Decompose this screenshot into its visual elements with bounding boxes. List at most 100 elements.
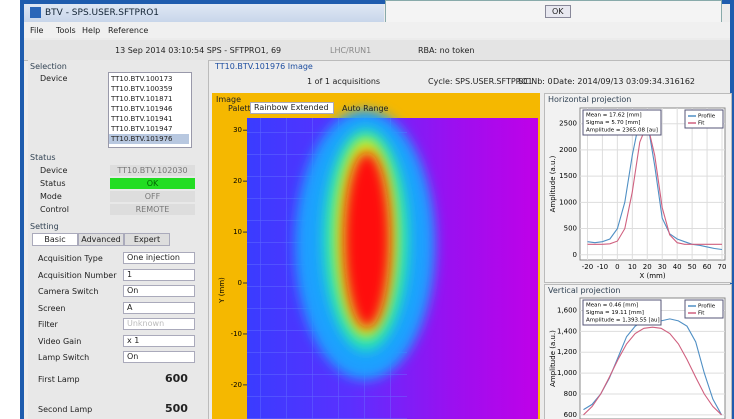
tab[interactable]: Basic bbox=[32, 233, 78, 246]
tab[interactable]: Expert bbox=[124, 233, 170, 246]
date: Date: 2014/09/13 03:09:34.316162 bbox=[553, 77, 695, 86]
device-item[interactable]: TT10.BTV.101941 bbox=[109, 114, 189, 124]
field-label: Second Lamp bbox=[38, 405, 92, 414]
y-axis-label: Amplitude (a.u.) bbox=[549, 155, 557, 212]
section-title: Status bbox=[30, 153, 56, 162]
y-tick-label: 1,000 bbox=[557, 369, 577, 377]
panel-title: TT10.BTV.101976 Image bbox=[215, 62, 313, 71]
y-axis-label: Y (mm) bbox=[218, 277, 226, 304]
field-label: Acquisition Number bbox=[38, 271, 117, 280]
acquisitions: 1 of 1 acquisitions bbox=[307, 77, 380, 86]
stats-line: Mean = 17.62 [mm] bbox=[586, 113, 642, 119]
field-value[interactable]: Unknown bbox=[123, 318, 195, 330]
y-tick-label: 1500 bbox=[559, 172, 577, 180]
context: LHC/RUN1 bbox=[330, 46, 371, 55]
field-value[interactable]: On bbox=[123, 351, 195, 363]
status-value: OK bbox=[110, 178, 195, 189]
stats-line: Amplitude = 1,393.55 [au] bbox=[586, 318, 660, 324]
legend-label: Profile bbox=[698, 304, 716, 310]
lamp-value: 500 bbox=[165, 402, 188, 415]
field-label: Mode bbox=[40, 192, 62, 201]
y-tick-label: 10 bbox=[233, 228, 242, 236]
menu-item[interactable]: Help bbox=[82, 26, 100, 35]
tab[interactable]: Advanced bbox=[78, 233, 124, 246]
stats-line: Sigma = 19.11 [mm] bbox=[586, 310, 644, 316]
cycle: Cycle: SPS.USER.SFTPRO1 bbox=[428, 77, 533, 86]
field-label: Control bbox=[40, 205, 69, 214]
frame-title: Image bbox=[216, 95, 241, 104]
field-value[interactable]: One injection bbox=[123, 252, 195, 264]
field-label: Device bbox=[40, 74, 67, 83]
stats-line: Sigma = 5.70 [mm] bbox=[586, 120, 640, 126]
field-label: First Lamp bbox=[38, 375, 80, 384]
device-item[interactable]: TT10.BTV.101871 bbox=[109, 94, 189, 104]
legend-label: Fit bbox=[698, 121, 705, 127]
field-value[interactable]: On bbox=[123, 285, 195, 297]
y-tick-label: 0 bbox=[573, 251, 577, 259]
timestamp: 13 Sep 2014 03:10:54 SPS - SFTPRO1, 69 bbox=[115, 46, 281, 55]
legend-label: Fit bbox=[698, 311, 705, 317]
y-axis-label: Amplitude (a.u.) bbox=[549, 330, 557, 387]
x-tick-label: 30 bbox=[658, 263, 667, 271]
panel-title: Vertical projection bbox=[548, 286, 620, 295]
stats-line: Mean = 0.46 [mm] bbox=[586, 303, 638, 309]
x-tick-label: 20 bbox=[643, 263, 652, 271]
section-title: Selection bbox=[30, 62, 67, 71]
y-tick-label: 20 bbox=[233, 177, 242, 185]
y-tick-label: -10 bbox=[231, 330, 242, 338]
x-tick-label: -20 bbox=[582, 263, 593, 271]
field-value[interactable]: 1 bbox=[123, 269, 195, 281]
y-tick-label: 30 bbox=[233, 126, 242, 134]
panel-title: Horizontal projection bbox=[548, 95, 631, 104]
y-tick-label: 1,200 bbox=[557, 348, 577, 356]
field-label: Video Gain bbox=[38, 337, 81, 346]
y-tick-label: 1000 bbox=[559, 198, 577, 206]
y-tick-label: 500 bbox=[564, 225, 577, 233]
device-item[interactable]: TT10.BTV.101976 bbox=[109, 134, 189, 144]
palette-select: Rainbow Extended bbox=[250, 102, 334, 114]
field-value[interactable]: x 1 bbox=[123, 335, 195, 347]
status-value: REMOTE bbox=[110, 204, 195, 215]
section-title: Setting bbox=[30, 222, 59, 231]
x-tick-label: 40 bbox=[673, 263, 682, 271]
x-tick-label: 60 bbox=[703, 263, 712, 271]
x-tick-label: -10 bbox=[597, 263, 608, 271]
rba: RBA: no token bbox=[418, 46, 475, 55]
x-tick-label: 70 bbox=[718, 263, 727, 271]
x-axis-label: X (mm) bbox=[639, 272, 665, 280]
y-tick-label: -20 bbox=[231, 381, 242, 389]
x-tick-label: 0 bbox=[615, 263, 619, 271]
sc: SC Nb: 0 bbox=[518, 77, 553, 86]
beam-core bbox=[344, 152, 390, 328]
lamp-value: 600 bbox=[165, 372, 188, 385]
field-label: Camera Switch bbox=[38, 287, 98, 296]
status-value: TT10.BTV.102030 bbox=[110, 165, 195, 176]
y-tick-label: 1,400 bbox=[557, 327, 577, 335]
auto-range: Auto Range bbox=[342, 104, 388, 113]
y-tick-label: 0 bbox=[238, 279, 242, 287]
status-value: OFF bbox=[110, 191, 195, 202]
y-tick-label: 2000 bbox=[559, 146, 577, 154]
ok-button[interactable]: OK bbox=[545, 5, 571, 18]
device-item[interactable]: TT10.BTV.100359 bbox=[109, 84, 189, 94]
y-tick-label: 1,600 bbox=[557, 307, 577, 315]
y-tick-label: 800 bbox=[564, 390, 577, 398]
menu-item[interactable]: File bbox=[30, 26, 43, 35]
field-label: Device bbox=[40, 166, 67, 175]
device-item[interactable]: TT10.BTV.101947 bbox=[109, 124, 189, 134]
device-item[interactable]: TT10.BTV.100173 bbox=[109, 74, 189, 84]
y-tick-label: 2500 bbox=[559, 120, 577, 128]
x-tick-label: 10 bbox=[628, 263, 637, 271]
field-value[interactable]: A bbox=[123, 302, 195, 314]
screenshot: Y (mm)3020100-10-20Amplitude (a.u.)05001… bbox=[0, 0, 734, 419]
x-tick-label: 50 bbox=[688, 263, 697, 271]
field-label: Lamp Switch bbox=[38, 353, 89, 362]
field-label: Screen bbox=[38, 304, 66, 313]
device-item[interactable]: TT10.BTV.101946 bbox=[109, 104, 189, 114]
menu-item[interactable]: Tools bbox=[56, 26, 76, 35]
y-tick-label: 600 bbox=[564, 411, 577, 419]
stats-line: Amplitude = 2365.08 [au] bbox=[586, 128, 658, 134]
window-title: BTV - SPS.USER.SFTPRO1 bbox=[45, 8, 159, 18]
field-label: Filter bbox=[38, 320, 58, 329]
menu-item[interactable]: Reference bbox=[108, 26, 148, 35]
